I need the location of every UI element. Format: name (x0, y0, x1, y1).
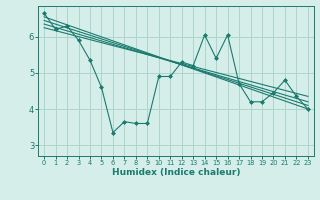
X-axis label: Humidex (Indice chaleur): Humidex (Indice chaleur) (112, 168, 240, 177)
